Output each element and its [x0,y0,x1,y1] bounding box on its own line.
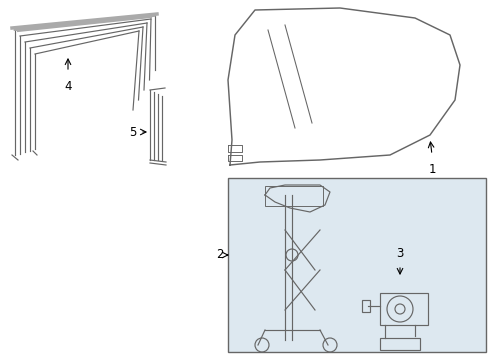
Text: 3: 3 [396,247,404,260]
Text: 5: 5 [129,126,136,139]
Bar [228,178,486,352]
Bar [362,300,370,312]
Bar [380,338,420,350]
Bar [265,186,323,206]
Text: 1: 1 [428,163,436,176]
Bar [380,293,428,325]
Text: 4: 4 [64,80,72,93]
Text: 2: 2 [217,248,224,261]
